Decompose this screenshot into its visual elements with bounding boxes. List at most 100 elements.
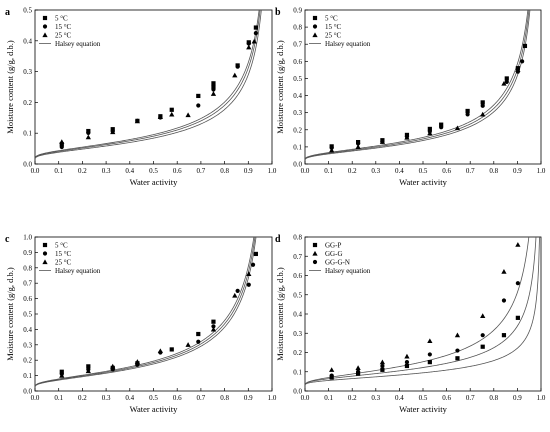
x-tick-label: 0.1 <box>324 167 333 175</box>
data-point-triangle <box>454 332 461 338</box>
y-tick-label: 0.4 <box>23 37 32 45</box>
legend-entry: Halsey equation <box>325 40 371 48</box>
chart-panel-c: c 0.0 0.1 0.2 0.3 0.4 0.5 0.6 0.7 0.8 0.9 1.0 0.0 0.1… <box>5 234 277 415</box>
data-point-square <box>515 315 520 320</box>
legend-entry: Halsey equation <box>55 40 101 48</box>
data-point-triangle <box>246 44 252 50</box>
x-tick-label: 0.3 <box>102 167 111 175</box>
x-tick-label: 0.0 <box>301 394 310 402</box>
y-tick-label: 0.8 <box>293 24 302 32</box>
y-tick-label: 0.8 <box>293 234 302 242</box>
x-tick-label: 0.0 <box>31 167 40 175</box>
data-point-circle <box>515 281 520 286</box>
x-tick-label: 0.5 <box>419 394 428 402</box>
data-point-square <box>455 356 460 361</box>
data-point-square <box>253 25 258 30</box>
x-tick-label: 0.2 <box>78 394 87 402</box>
data-point-triangle <box>59 372 65 378</box>
data-point-triangle <box>134 118 141 124</box>
data-point-triangle <box>355 144 361 149</box>
data-point-circle <box>404 360 410 365</box>
data-point-triangle <box>246 271 252 277</box>
halsey-curve-1 <box>35 237 255 387</box>
data-point-triangle <box>355 365 361 370</box>
halsey-curve-3 <box>35 10 262 159</box>
legend-entry: GG-P <box>325 242 341 250</box>
y-tick-label: 0.6 <box>293 272 302 280</box>
x-tick-label: 0.8 <box>220 167 229 175</box>
y-tick-label: 0.3 <box>293 330 302 338</box>
x-tick-label: 0.2 <box>348 167 357 175</box>
data-point-triangle <box>501 80 507 86</box>
chart-panel-d: d 0.0 0.1 0.2 0.3 0.4 0.5 0.6 0.7 0.8 0.9 1.0 0.0 0.1… <box>275 234 546 415</box>
legend-entry: 25 °C <box>325 32 342 40</box>
y-tick-label: 0.4 <box>293 92 302 100</box>
legend-entry: Halsey equation <box>55 267 101 275</box>
data-point-square <box>480 100 485 105</box>
legend-entry: 15 °C <box>55 250 72 258</box>
data-point-triangle <box>329 367 335 372</box>
legend-square-symbol <box>42 15 48 21</box>
x-tick-label: 0.3 <box>371 394 380 402</box>
x-tick-label: 0.7 <box>197 394 206 402</box>
chart-panel-b: b 0.0 0.1 0.2 0.3 0.4 0.5 0.6 0.7 0.8 0.9 1.0 0.0 0.1… <box>275 7 546 188</box>
x-tick-label: 0.1 <box>324 394 333 402</box>
halsey-curve-3 <box>35 237 257 387</box>
y-tick-label: 0.6 <box>23 295 32 303</box>
data-point-triangle <box>329 147 335 153</box>
x-axis-label: Water activity <box>399 177 447 187</box>
legend-triangle-symbol <box>42 259 48 265</box>
data-point-triangle <box>232 72 238 78</box>
data-point-circle <box>250 262 256 267</box>
y-tick-label: 0.5 <box>293 291 302 299</box>
y-tick-label: 0.6 <box>293 58 302 66</box>
data-point-circle <box>196 339 201 344</box>
y-tick-label: 0.4 <box>293 311 302 319</box>
x-tick-label: 0.0 <box>31 394 40 402</box>
y-tick-label: 0.5 <box>293 75 302 83</box>
x-tick-label: 0.2 <box>348 394 357 402</box>
data-point-square <box>522 43 528 49</box>
data-point-square <box>480 344 485 349</box>
y-tick-label: 0.0 <box>293 388 302 396</box>
y-tick-label: 0.7 <box>23 280 32 288</box>
legend-entry: 25 °C <box>55 32 72 40</box>
x-tick-label: 0.4 <box>395 167 404 175</box>
x-tick-label: 0.4 <box>125 394 134 402</box>
y-tick-label: 0.8 <box>23 264 32 272</box>
data-point-triangle <box>251 38 257 44</box>
data-point-square <box>501 333 507 338</box>
data-point-circle <box>501 298 507 303</box>
data-point-circle <box>356 141 361 146</box>
data-point-triangle <box>85 134 91 140</box>
x-tick-label: 1.0 <box>537 394 546 402</box>
y-tick-label: 0.5 <box>23 311 32 319</box>
data-point-triangle <box>185 342 191 347</box>
x-tick-label: 0.3 <box>371 167 380 175</box>
x-axis-label: Water activity <box>130 177 178 187</box>
x-tick-label: 0.7 <box>197 167 206 175</box>
data-point-circle <box>427 352 432 357</box>
data-point-square <box>465 108 470 114</box>
data-point-circle <box>380 363 385 369</box>
data-point-circle <box>253 30 258 36</box>
data-point-square <box>380 367 385 372</box>
data-point-triangle <box>85 368 91 374</box>
data-point-circle <box>59 144 64 150</box>
y-tick-label: 0.4 <box>23 326 32 334</box>
data-point-triangle <box>210 91 217 96</box>
data-point-circle <box>196 103 201 108</box>
data-point-circle <box>246 41 251 46</box>
legend-entry: 5 °C <box>55 242 68 250</box>
data-point-circle <box>520 59 525 64</box>
data-point-triangle <box>110 363 116 369</box>
x-tick-label: 0.9 <box>244 394 253 402</box>
panel-label: a <box>5 7 10 18</box>
legend-square-symbol <box>42 242 48 248</box>
y-axis-label: Moisture content (g/g, d.b.) <box>5 267 15 361</box>
data-point-triangle <box>379 139 386 144</box>
y-tick-label: 0.2 <box>293 349 302 357</box>
data-point-square <box>439 122 444 127</box>
data-point-triangle <box>210 326 217 332</box>
data-point-triangle <box>59 139 65 144</box>
